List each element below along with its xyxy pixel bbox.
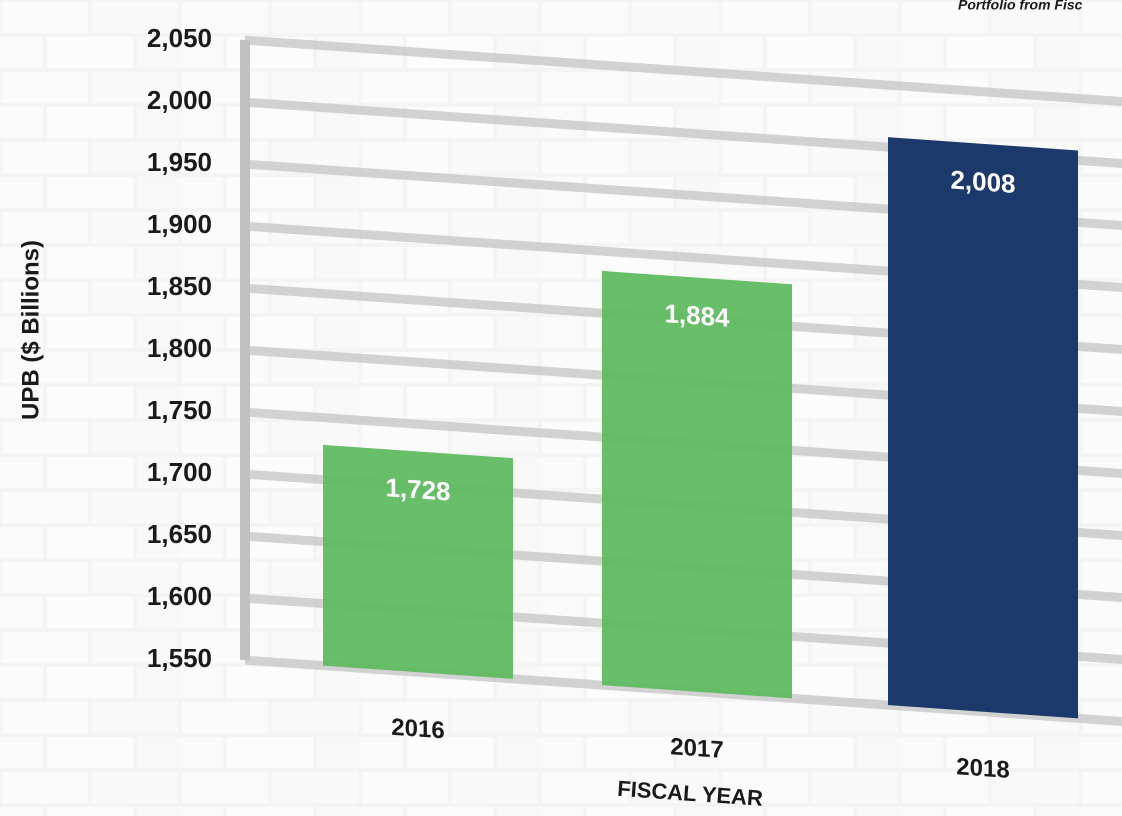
bar xyxy=(888,137,1078,719)
plot-area: 2016 1,728 2017 1,884 2018 2,008 xyxy=(240,35,1122,784)
y-tick-label: 1,550 xyxy=(147,643,212,673)
x-tick-label: 2018 xyxy=(956,753,1009,784)
bar xyxy=(323,444,513,679)
y-tick-label: 1,600 xyxy=(147,581,212,611)
y-tick-label: 1,900 xyxy=(147,209,212,239)
x-tick-label: 2017 xyxy=(670,733,723,764)
value-label: 1,728 xyxy=(385,472,450,507)
y-tick-label: 2,000 xyxy=(147,85,212,115)
x-tick-label: 2016 xyxy=(391,714,444,745)
y-tick-label: 2,050 xyxy=(147,23,212,53)
y-axis-title: UPB ($ Billions) xyxy=(17,240,44,420)
y-tick-label: 1,850 xyxy=(147,271,212,301)
y-tick-label: 1,700 xyxy=(147,457,212,487)
value-label: 2,008 xyxy=(950,164,1015,199)
y-tick-label: 1,800 xyxy=(147,333,212,363)
y-tick-label: 1,750 xyxy=(147,395,212,425)
value-label: 1,884 xyxy=(664,298,730,333)
y-tick-label: 1,650 xyxy=(147,519,212,549)
y-tick-label: 1,950 xyxy=(147,147,212,177)
subtitle: Portfolio from Fisc xyxy=(958,0,1083,13)
bar xyxy=(602,270,792,699)
grid-line xyxy=(245,35,1122,111)
